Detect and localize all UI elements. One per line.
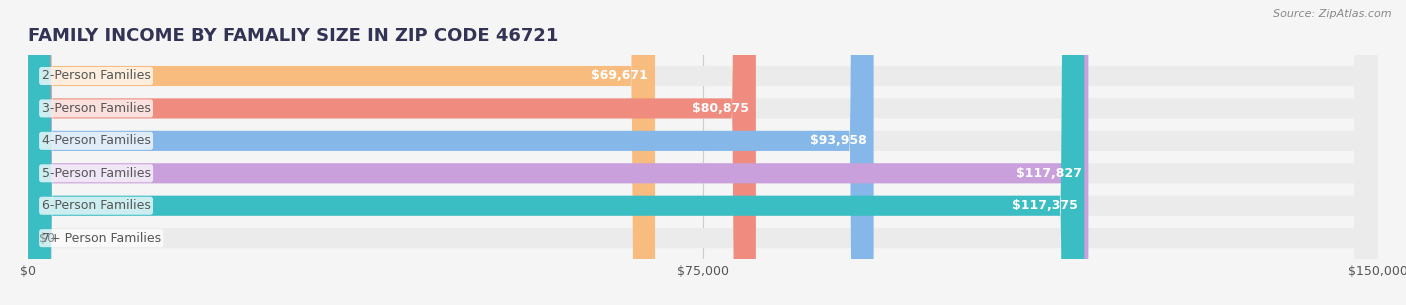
FancyBboxPatch shape <box>28 0 1378 305</box>
Text: $93,958: $93,958 <box>810 135 868 147</box>
Text: 2-Person Families: 2-Person Families <box>42 70 150 82</box>
Text: 4-Person Families: 4-Person Families <box>42 135 150 147</box>
FancyBboxPatch shape <box>28 0 1378 305</box>
Text: $69,671: $69,671 <box>592 70 648 82</box>
Text: $0: $0 <box>39 232 55 245</box>
FancyBboxPatch shape <box>28 0 1378 305</box>
FancyBboxPatch shape <box>28 0 1378 305</box>
Text: Source: ZipAtlas.com: Source: ZipAtlas.com <box>1274 9 1392 19</box>
FancyBboxPatch shape <box>28 0 1378 305</box>
FancyBboxPatch shape <box>28 0 756 305</box>
FancyBboxPatch shape <box>28 0 1084 305</box>
Text: 6-Person Families: 6-Person Families <box>42 199 150 212</box>
Text: 7+ Person Families: 7+ Person Families <box>42 232 160 245</box>
Text: FAMILY INCOME BY FAMALIY SIZE IN ZIP CODE 46721: FAMILY INCOME BY FAMALIY SIZE IN ZIP COD… <box>28 27 558 45</box>
FancyBboxPatch shape <box>28 0 873 305</box>
FancyBboxPatch shape <box>28 0 1378 305</box>
Text: 3-Person Families: 3-Person Families <box>42 102 150 115</box>
Text: 5-Person Families: 5-Person Families <box>42 167 150 180</box>
Text: $80,875: $80,875 <box>692 102 749 115</box>
FancyBboxPatch shape <box>28 0 655 305</box>
Text: $117,827: $117,827 <box>1015 167 1081 180</box>
Text: $117,375: $117,375 <box>1012 199 1077 212</box>
FancyBboxPatch shape <box>28 0 1088 305</box>
